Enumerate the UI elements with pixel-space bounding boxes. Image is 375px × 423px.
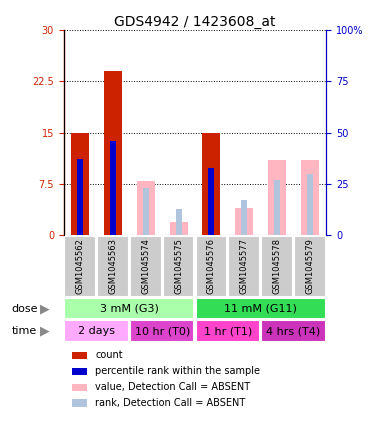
Bar [104,71,122,236]
Bar [72,384,87,391]
Text: 2 days: 2 days [78,326,115,336]
Text: GSM1045578: GSM1045578 [273,238,282,294]
Bar [170,222,188,236]
Bar [261,320,326,342]
Bar [261,236,293,297]
Bar [64,298,194,319]
Text: ▶: ▶ [40,325,50,338]
Text: value, Detection Call = ABSENT: value, Detection Call = ABSENT [95,382,250,392]
Bar [274,180,280,236]
Text: rank, Detection Call = ABSENT: rank, Detection Call = ABSENT [95,398,246,408]
Text: count: count [95,351,123,360]
Bar [209,168,214,236]
Bar [196,236,227,297]
Bar [64,236,96,297]
Bar [77,159,83,236]
Text: 3 mM (G3): 3 mM (G3) [100,304,159,313]
Text: 11 mM (G11): 11 mM (G11) [224,304,297,313]
Text: dose: dose [11,304,38,313]
Bar [64,320,129,342]
Bar [137,181,155,236]
Bar [72,399,87,407]
Bar [307,174,313,236]
Bar [110,141,116,236]
Bar [72,368,87,375]
Text: 10 hr (T0): 10 hr (T0) [135,326,190,336]
Text: GSM1045562: GSM1045562 [76,239,85,294]
Text: time: time [11,326,36,336]
Text: GSM1045563: GSM1045563 [108,238,117,294]
Text: GSM1045576: GSM1045576 [207,238,216,294]
Bar [130,320,194,342]
Bar [196,298,326,319]
Text: GSM1045574: GSM1045574 [141,239,150,294]
Bar [241,201,247,236]
Text: percentile rank within the sample: percentile rank within the sample [95,366,260,376]
Bar [235,208,253,236]
Text: GSM1045577: GSM1045577 [240,238,249,294]
Bar [196,320,260,342]
Bar [301,160,319,236]
Bar [268,160,286,236]
Text: 1 hr (T1): 1 hr (T1) [204,326,252,336]
Bar [163,236,194,297]
Text: 4 hrs (T4): 4 hrs (T4) [266,326,321,336]
Bar [176,209,181,236]
Text: GSM1045579: GSM1045579 [305,239,314,294]
Bar [97,236,129,297]
Bar [72,352,87,359]
Bar [294,236,326,297]
Bar [228,236,260,297]
Bar [143,188,149,236]
Bar [71,132,89,236]
Bar [202,132,220,236]
Text: ▶: ▶ [40,302,50,315]
Title: GDS4942 / 1423608_at: GDS4942 / 1423608_at [114,14,276,29]
Text: GSM1045575: GSM1045575 [174,239,183,294]
Bar [130,236,162,297]
